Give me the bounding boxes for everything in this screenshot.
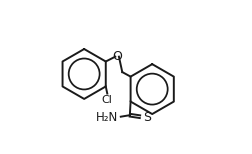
Text: H₂N: H₂N [95, 111, 117, 124]
Text: O: O [112, 50, 121, 63]
Text: S: S [142, 111, 150, 124]
Text: Cl: Cl [102, 95, 112, 105]
